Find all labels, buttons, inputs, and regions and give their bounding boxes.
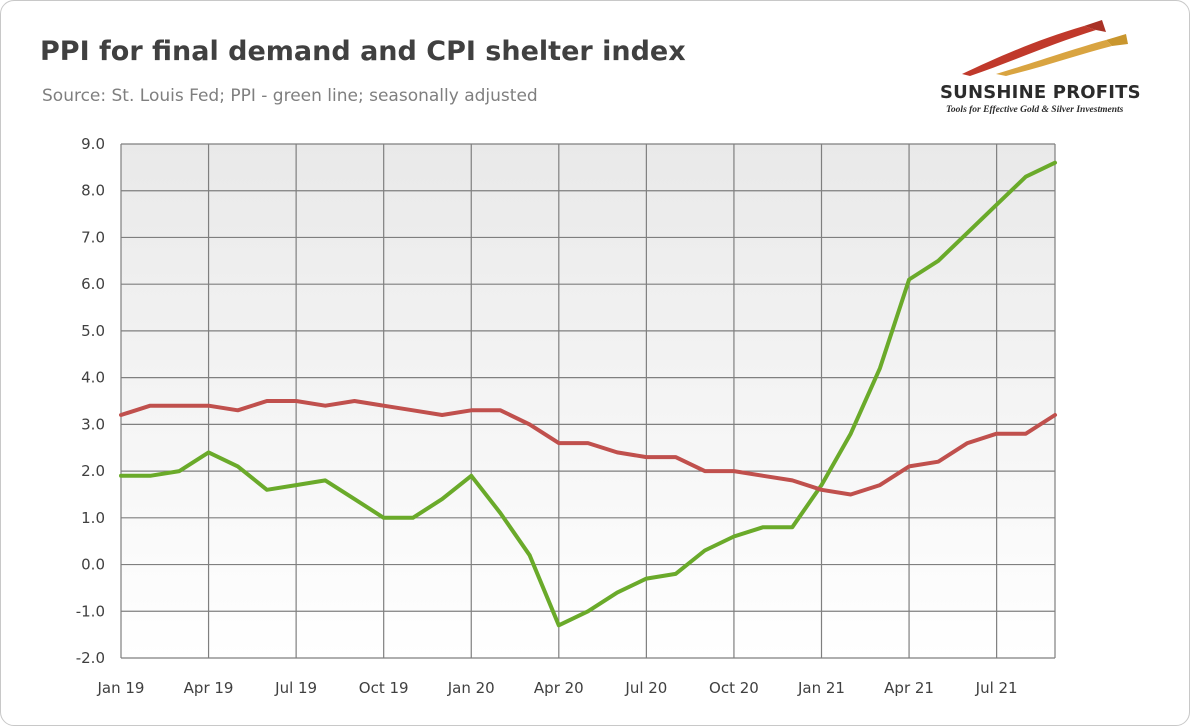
series-line-2 (119, 399, 1057, 497)
y-tick-label: 4.0 (81, 369, 105, 387)
x-tick-label: Apr 20 (534, 679, 584, 697)
x-tick-label: Oct 20 (709, 679, 759, 697)
series-line-1 (119, 160, 1057, 628)
y-tick-label: 6.0 (81, 275, 105, 293)
x-tick-label: Jul 19 (274, 679, 317, 697)
y-tick-label: 8.0 (81, 182, 105, 200)
y-tick-label: 9.0 (81, 135, 105, 153)
x-tick-label: Oct 19 (359, 679, 409, 697)
logo-tagline: Tools for Effective Gold & Silver Invest… (946, 105, 1124, 115)
y-tick-label: 1.0 (81, 509, 105, 527)
y-tick-label: 2.0 (81, 462, 105, 480)
y-tick-label: -1.0 (76, 602, 105, 620)
y-tick-label: 0.0 (81, 556, 105, 574)
sunshine-profits-logo: SUNSHINE PROFITS Tools for Effective Gol… (926, 18, 1176, 118)
logo-name: SUNSHINE PROFITS (940, 82, 1141, 103)
x-tick-label: Jul 21 (975, 679, 1018, 697)
y-tick-label: -2.0 (76, 649, 105, 667)
y-tick-label: 3.0 (81, 415, 105, 433)
y-tick-label: 5.0 (81, 322, 105, 340)
x-tick-label: Apr 21 (884, 679, 934, 697)
x-tick-label: Jul 20 (624, 679, 667, 697)
x-tick-label: Apr 19 (184, 679, 234, 697)
chart-title: PPI for final demand and CPI shelter ind… (40, 36, 686, 67)
swoosh-icon (962, 20, 1128, 76)
chart-subtitle: Source: St. Louis Fed; PPI - green line;… (42, 86, 538, 106)
x-tick-label: Jan 19 (97, 679, 145, 697)
x-tick-label: Jan 20 (447, 679, 495, 697)
y-tick-label: 7.0 (81, 228, 105, 246)
x-tick-label: Jan 21 (797, 679, 845, 697)
